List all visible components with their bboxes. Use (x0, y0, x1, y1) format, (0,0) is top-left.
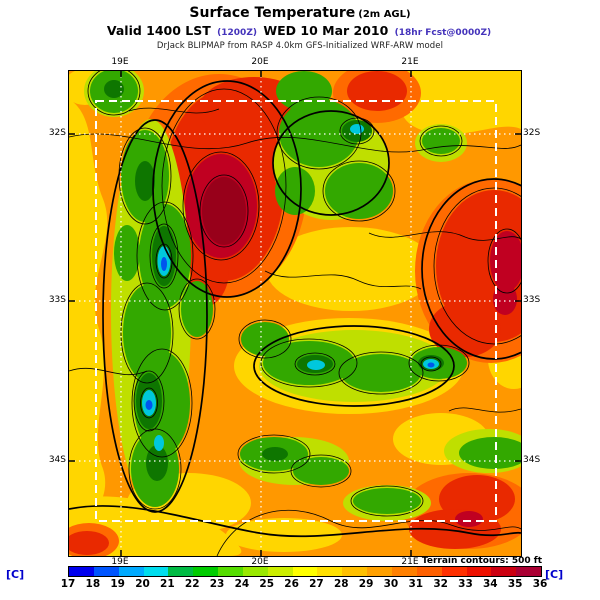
colorbar-value: 32 (433, 578, 448, 590)
colorbar-value: 36 (532, 578, 548, 590)
lon-label-bottom-2: 21E (401, 557, 419, 567)
colorbar-segment (391, 567, 417, 576)
valid-zulu: (1200Z) (217, 28, 257, 38)
colorbar-value: 34 (483, 578, 498, 590)
colorbar-value: 30 (383, 578, 399, 590)
coldest-blue-spots (145, 257, 435, 410)
colorbar-value: 27 (309, 578, 324, 590)
colorbar-unit-right: [C] (545, 568, 564, 581)
lon-label-top-2: 21E (401, 57, 419, 67)
colorbar-segment (516, 567, 542, 576)
lon-label-top-0: 19E (111, 57, 129, 67)
page-title: Surface Temperature (189, 5, 356, 21)
colorbar-value: 21 (160, 578, 175, 590)
colorbar-segment (267, 567, 293, 576)
title-suffix: (2m AGL) (358, 9, 411, 20)
colorbar-value: 20 (135, 578, 150, 590)
valid-time: Valid 1400 LST (106, 23, 211, 38)
lon-label-bottom-1: 20E (251, 557, 269, 567)
lat-label-left-2: 34S (48, 455, 66, 465)
colorbar-value-labels: 17 18 19 20 21 22 23 24 25 26 27 28 29 30 31 32 33 34 35 36 (61, 578, 548, 591)
model-domain-boundary (95, 100, 497, 522)
colorbar-segment (491, 567, 517, 576)
graticule-grid-lines (69, 71, 521, 556)
colorbar-value: 25 (259, 578, 275, 590)
colorbar-value: 17 (60, 578, 76, 590)
colorbar-unit-left: [C] (6, 568, 25, 581)
colorbar-value: 33 (458, 578, 473, 590)
colorbar-segment (317, 567, 343, 576)
model-attribution: DrJack BLIPMAP from RASP 4.0km GFS-Initi… (156, 41, 444, 51)
lat-label-right-1: 33S (523, 295, 541, 305)
lat-label-left-0: 32S (48, 128, 66, 138)
valid-time-line: Valid 1400 LST (1200Z) WED 10 Mar 2010 (… (0, 23, 600, 38)
colorbar-segment (441, 567, 467, 576)
colorbar-value: 24 (234, 578, 250, 590)
temperature-map-svg (59, 63, 567, 559)
colorbar-segment (143, 567, 169, 576)
colorbar-segment (242, 567, 268, 576)
lat-label-right-2: 34S (523, 455, 541, 465)
colorbar-value: 35 (507, 578, 523, 590)
terrain-contour-lines (68, 66, 555, 557)
terrain-contour-lines-bold (68, 80, 567, 538)
colorbar-value: 29 (358, 578, 374, 590)
lon-label-bottom-0: 19E (111, 557, 129, 567)
cool-green-regions (90, 69, 529, 514)
colorbar-segment (69, 567, 94, 576)
temperature-colorbar (68, 566, 542, 577)
valid-date: WED 10 Mar 2010 (263, 23, 389, 38)
page-title-line: Surface Temperature (2m AGL) (0, 5, 600, 21)
colorbar-segment (193, 567, 219, 576)
colorbar-segment (93, 567, 119, 576)
colorbar-segment (466, 567, 492, 576)
header: Surface Temperature (2m AGL) Valid 1400 L… (0, 5, 600, 51)
colorbar-value: 22 (184, 578, 200, 590)
terrain-contour-note: Terrain contours: 500 ft (421, 556, 542, 566)
lon-label-top-1: 20E (251, 57, 269, 67)
colorbar-value: 28 (333, 578, 349, 590)
forecast-hour: (18hr Fcst@0000Z) (394, 28, 492, 38)
colorbar-value: 23 (209, 578, 225, 590)
colorbar-segment (416, 567, 442, 576)
colorbar-value: 19 (110, 578, 125, 590)
colorbar-value: 31 (408, 578, 424, 590)
lat-label-right-0: 32S (523, 128, 541, 138)
colorbar-segment (292, 567, 318, 576)
colorbar-segment (168, 567, 194, 576)
temperature-map (59, 63, 567, 559)
colorbar-segment (218, 567, 243, 576)
lat-label-left-1: 33S (48, 295, 66, 305)
frame-tick-marks (69, 71, 521, 556)
colorbar-segment (118, 567, 144, 576)
colorbar-value: 26 (284, 578, 299, 590)
colorbar-segment (342, 567, 368, 576)
colorbar-segment (367, 567, 392, 576)
colorbar-value: 18 (85, 578, 101, 590)
